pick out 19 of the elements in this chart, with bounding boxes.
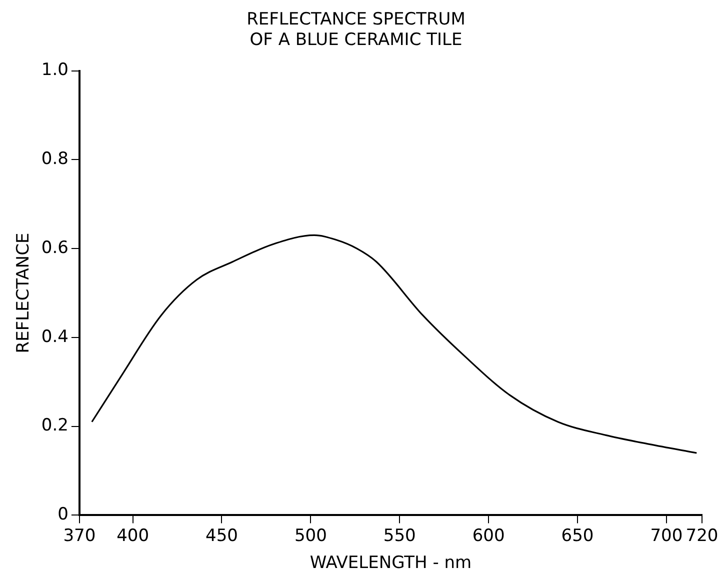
y-tick-label: 0.6	[41, 238, 68, 258]
x-tick-label: 450	[206, 526, 238, 546]
x-tick-label: 650	[561, 526, 594, 546]
x-tick-label: 500	[294, 526, 327, 546]
chart-title: REFLECTANCE SPECTRUM OF A BLUE CERAMIC TILE	[246, 10, 466, 50]
y-axis-title: REFLECTANCE	[14, 232, 34, 354]
x-tick-label: 370	[63, 526, 96, 546]
line-series	[91, 234, 698, 454]
x-tick-label: 550	[383, 526, 416, 546]
y-tick-label: 0.2	[41, 416, 68, 436]
x-axis-title: WAVELENGTH - nm	[310, 553, 472, 574]
x-tick-label: 400	[116, 526, 150, 546]
y-tick-label: 0	[58, 504, 68, 525]
y-tick-label: 1.0	[41, 60, 68, 80]
x-tick-label: 700	[650, 526, 683, 546]
y-tick-label: 0.4	[41, 326, 68, 347]
x-tick-label: 720	[686, 526, 718, 546]
x-tick-label: 600	[472, 526, 505, 546]
y-tick-label: 0.8	[41, 149, 68, 170]
